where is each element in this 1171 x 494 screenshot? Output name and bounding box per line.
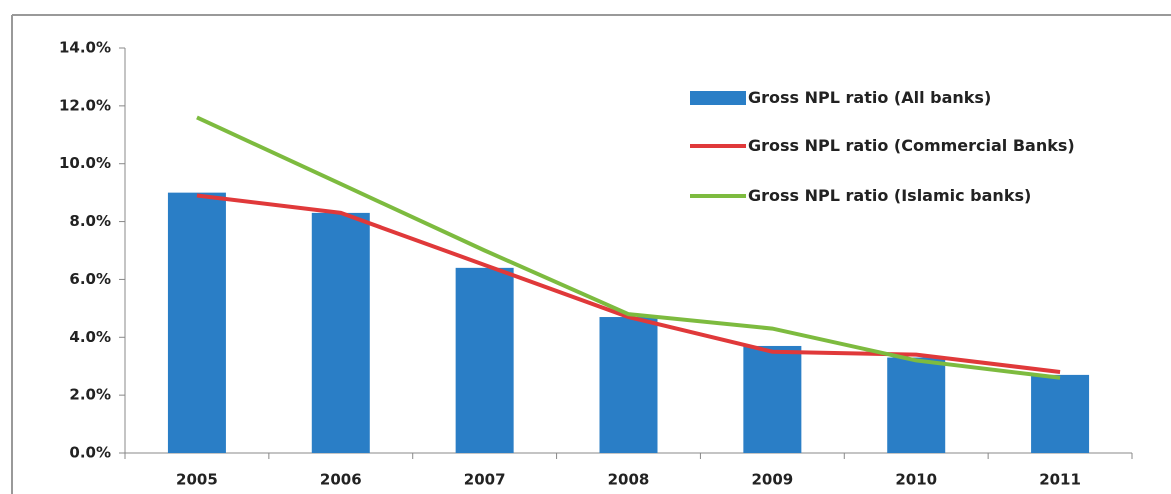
y-tick-label: 0.0% xyxy=(69,444,111,462)
y-tick-label: 10.0% xyxy=(59,154,111,172)
bar xyxy=(311,212,370,453)
legend-label: Gross NPL ratio (Islamic banks) xyxy=(748,186,1032,205)
bar xyxy=(743,345,802,453)
x-tick-label: 2005 xyxy=(176,471,218,489)
y-tick-label: 6.0% xyxy=(69,270,111,288)
x-tick-label: 2008 xyxy=(608,471,650,489)
legend-label: Gross NPL ratio (Commercial Banks) xyxy=(748,136,1075,155)
bar xyxy=(455,267,514,453)
y-tick-label: 14.0% xyxy=(59,39,111,57)
y-tick-label: 12.0% xyxy=(59,96,111,114)
bar xyxy=(599,317,658,453)
y-tick-label: 4.0% xyxy=(69,328,111,346)
bar xyxy=(167,192,226,453)
x-tick-label: 2006 xyxy=(320,471,362,489)
bar xyxy=(887,357,946,453)
bar xyxy=(1031,374,1090,453)
x-tick-label: 2011 xyxy=(1039,471,1081,489)
x-tick-label: 2010 xyxy=(895,471,937,489)
x-tick-label: 2007 xyxy=(464,471,506,489)
line-series xyxy=(196,193,1061,374)
legend-swatch xyxy=(690,91,746,105)
y-tick-label: 2.0% xyxy=(69,386,111,404)
y-tick-label: 8.0% xyxy=(69,212,111,230)
line-series xyxy=(196,115,1061,380)
legend-label: Gross NPL ratio (All banks) xyxy=(748,88,992,107)
x-tick-label: 2009 xyxy=(751,471,793,489)
